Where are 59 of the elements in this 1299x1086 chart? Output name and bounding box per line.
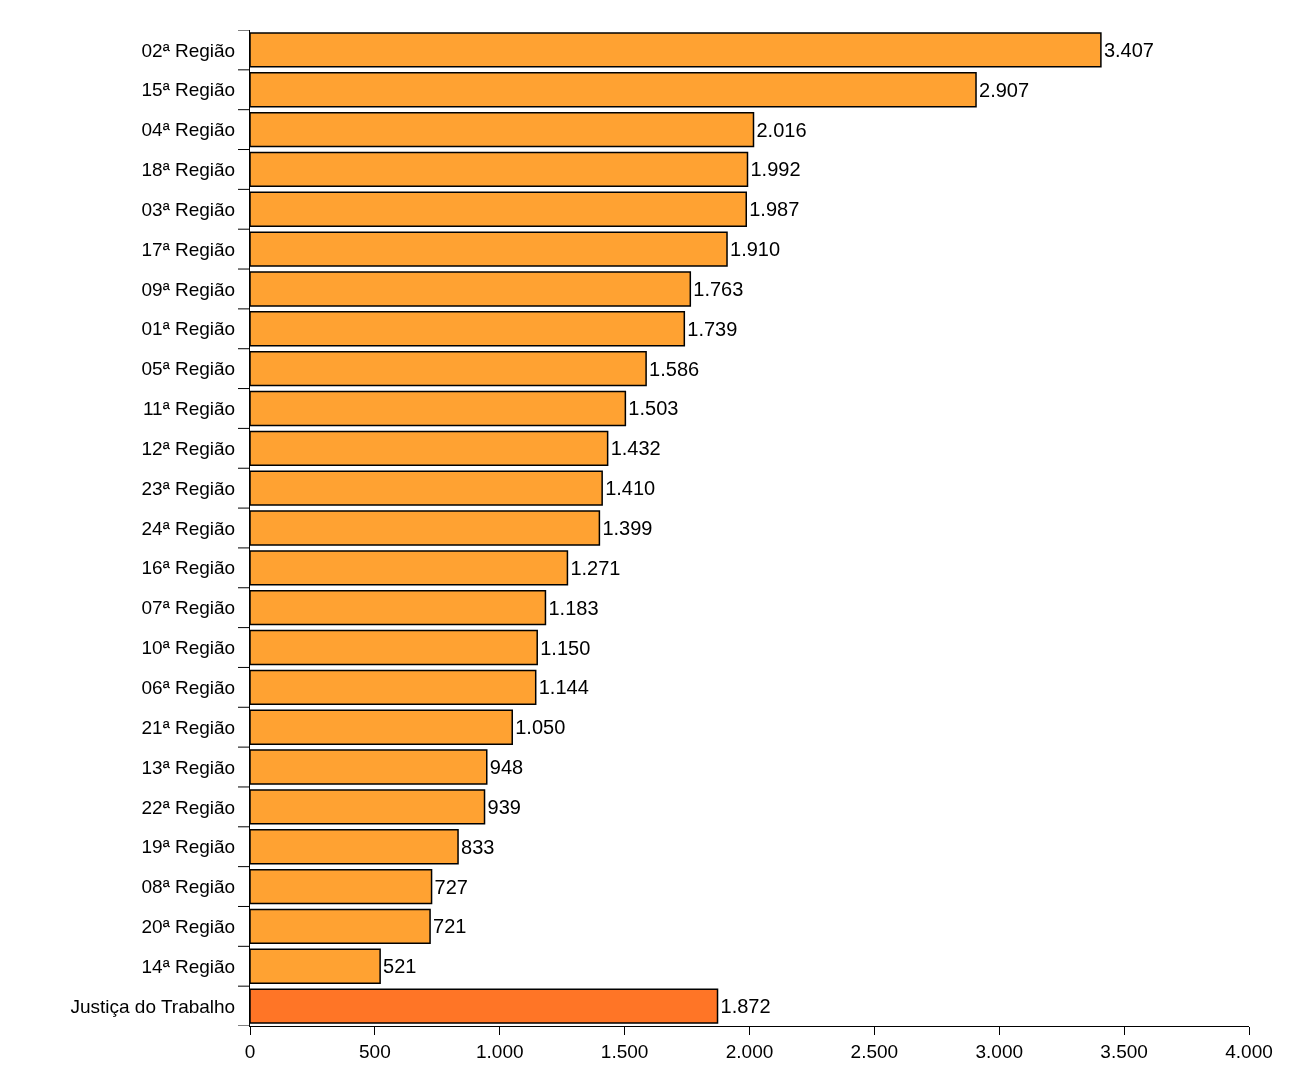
data-label: 948 [489,756,524,779]
y-tick-label: 24ª Região [141,517,236,539]
data-label: 1.739 [687,317,738,340]
data-label: 1.872 [720,995,771,1018]
y-tick-label: 13ª Região [141,756,236,778]
x-tick-label: 2.000 [725,1040,774,1062]
y-tick-label: 05ª Região [141,358,236,380]
data-label: 1.399 [602,517,653,539]
y-tick-label: 21ª Região [141,716,236,738]
data-label: 1.987 [749,198,800,221]
data-label: 1.763 [693,277,744,300]
data-label: 721 [433,915,467,938]
y-tick-label: 20ª Região [141,916,236,938]
y-tick-label: 03ª Região [141,198,236,220]
data-label: 1.586 [649,357,700,380]
data-label: 3.407 [1103,38,1154,61]
y-tick-label: 17ª Região [141,238,236,260]
y-tick-label: 07ª Região [141,597,236,619]
data-label: 1.910 [730,238,781,261]
y-tick-label: 06ª Região [141,677,236,699]
y-tick-label: 15ª Região [141,79,236,101]
y-tick-label: 04ª Região [141,119,236,141]
y-tick-label: 01ª Região [141,318,236,340]
y-tick-label: Justiça do Trabalho [70,995,236,1017]
x-tick-label: 2.500 [850,1040,899,1062]
x-tick-label: 1.500 [600,1040,649,1062]
data-label: 1.503 [628,397,679,420]
y-tick-label: 10ª Região [141,637,236,659]
x-tick-label: 1.000 [475,1040,524,1062]
y-tick-label: 23ª Região [141,477,236,499]
data-label: 1.050 [515,716,566,739]
data-label: 2.016 [756,118,807,141]
data-label: 1.271 [570,556,621,579]
x-tick-label: 3.500 [1100,1040,1148,1062]
y-tick-label: 14ª Região [141,955,236,977]
y-tick-label: 12ª Região [141,437,236,459]
x-tick-label: 3.000 [975,1040,1024,1062]
y-tick-label: 02ª Região [141,39,236,61]
y-tick-label: 18ª Região [141,159,236,181]
data-label: 521 [383,955,417,978]
data-label: 2.907 [979,78,1030,101]
data-label: 1.992 [750,158,801,181]
data-label: 1.150 [540,636,591,659]
data-label: 1.432 [610,437,661,460]
y-tick-label: 22ª Região [141,796,236,818]
data-label: 1.144 [538,676,589,699]
y-tick-label: 08ª Região [141,876,236,898]
data-label: 833 [461,835,495,858]
data-label: 727 [434,875,468,898]
y-tick-label: 19ª Região [141,836,236,858]
x-tick-label: 0 [244,1040,256,1062]
x-tick-label: 4.000 [1225,1040,1273,1062]
y-tick-label: 11ª Região [142,398,236,420]
y-tick-label: 16ª Região [141,557,236,579]
data-label: 939 [487,795,521,818]
x-tick-label: 500 [359,1040,391,1062]
y-tick-label: 09ª Região [141,278,236,300]
data-label: 1.183 [548,596,599,619]
data-label: 1.410 [605,477,656,500]
